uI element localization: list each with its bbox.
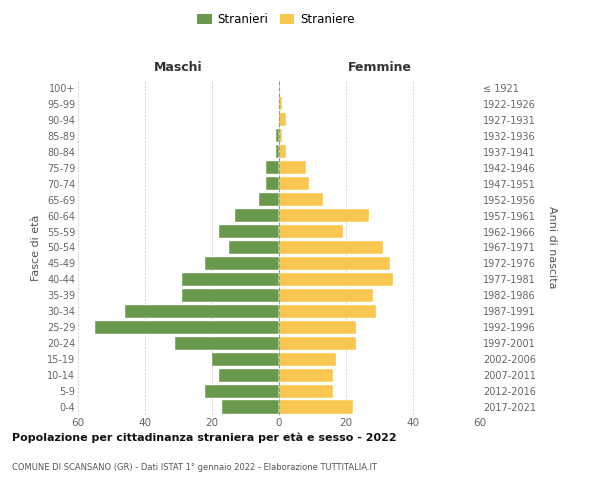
Legend: Stranieri, Straniere: Stranieri, Straniere bbox=[193, 8, 359, 31]
Bar bbox=[266, 177, 279, 190]
Bar bbox=[266, 161, 279, 174]
Bar bbox=[222, 400, 279, 413]
Bar bbox=[279, 161, 306, 174]
Bar bbox=[279, 130, 283, 142]
Bar bbox=[279, 320, 356, 334]
Y-axis label: Fasce di età: Fasce di età bbox=[31, 214, 41, 280]
Bar bbox=[279, 225, 343, 238]
Bar bbox=[182, 273, 279, 286]
Bar bbox=[279, 257, 389, 270]
Bar bbox=[279, 177, 309, 190]
Bar bbox=[205, 384, 279, 398]
Bar bbox=[218, 368, 279, 382]
Bar bbox=[235, 209, 279, 222]
Bar bbox=[182, 289, 279, 302]
Bar bbox=[175, 336, 279, 350]
Bar bbox=[279, 241, 383, 254]
Bar bbox=[279, 368, 332, 382]
Bar bbox=[279, 98, 283, 110]
Bar bbox=[279, 289, 373, 302]
Text: Maschi: Maschi bbox=[154, 61, 203, 74]
Bar bbox=[259, 193, 279, 206]
Bar bbox=[205, 257, 279, 270]
Text: Femmine: Femmine bbox=[347, 61, 412, 74]
Bar bbox=[279, 193, 323, 206]
Bar bbox=[279, 209, 370, 222]
Bar bbox=[279, 400, 353, 413]
Bar bbox=[279, 336, 356, 350]
Text: COMUNE DI SCANSANO (GR) - Dati ISTAT 1° gennaio 2022 - Elaborazione TUTTITALIA.I: COMUNE DI SCANSANO (GR) - Dati ISTAT 1° … bbox=[12, 462, 377, 471]
Bar bbox=[279, 384, 332, 398]
Bar bbox=[279, 145, 286, 158]
Bar bbox=[125, 305, 279, 318]
Bar bbox=[218, 225, 279, 238]
Bar bbox=[275, 130, 279, 142]
Bar bbox=[275, 145, 279, 158]
Bar bbox=[212, 352, 279, 366]
Bar bbox=[279, 273, 393, 286]
Bar bbox=[229, 241, 279, 254]
Text: Popolazione per cittadinanza straniera per età e sesso - 2022: Popolazione per cittadinanza straniera p… bbox=[12, 432, 397, 443]
Bar bbox=[279, 305, 376, 318]
Bar bbox=[279, 352, 336, 366]
Bar bbox=[95, 320, 279, 334]
Bar bbox=[279, 114, 286, 126]
Y-axis label: Anni di nascita: Anni di nascita bbox=[547, 206, 557, 288]
